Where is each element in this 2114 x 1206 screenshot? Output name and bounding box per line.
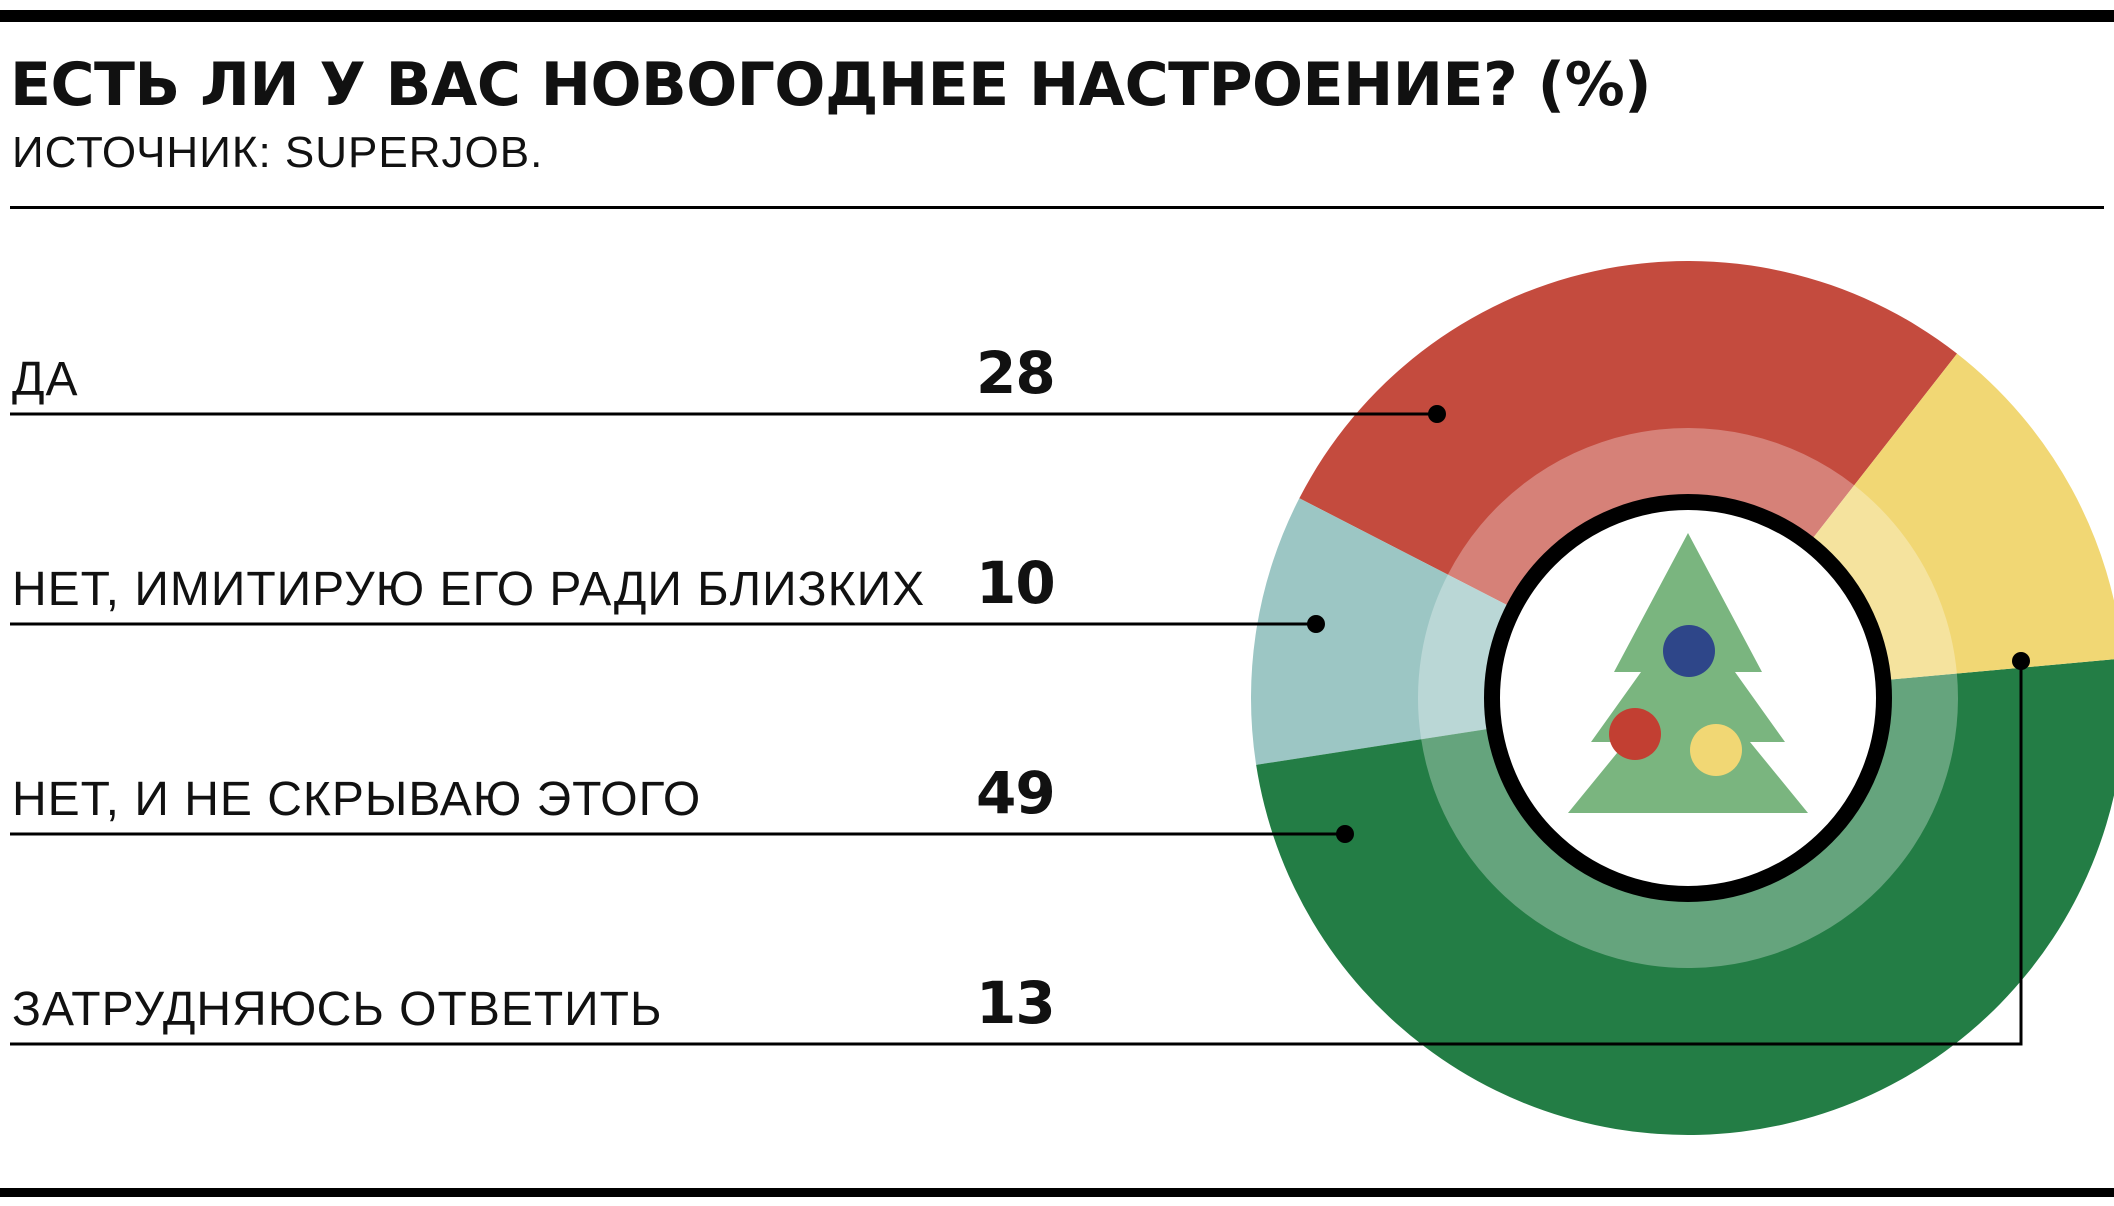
label-imitate: НЕТ, ИМИТИРУЮ ЕГО РАДИ БЛИЗКИХ [12, 563, 926, 616]
top-rule [0, 10, 2114, 22]
christmas-tree-icon [1568, 533, 1808, 813]
ornament-blue [1663, 625, 1715, 677]
leader-lines [10, 405, 2030, 1046]
bottom-rule [0, 1188, 2114, 1197]
header-divider [10, 206, 2104, 209]
value-yes: 28 [976, 339, 1056, 407]
ornament-red [1609, 708, 1661, 760]
value-imitate: 10 [976, 549, 1056, 617]
slice-imitate [1250, 498, 1530, 765]
chart-title: ЕСТЬ ЛИ У ВАС НОВОГОДНЕЕ НАСТРОЕНИЕ? (%) [10, 50, 1652, 120]
leader-dot-yes [1428, 405, 1446, 423]
leader-dot-unsure [2012, 652, 2030, 670]
label-unsure: ЗАТРУДНЯЮСЬ ОТВЕТИТЬ [12, 983, 663, 1036]
slice-unsure [1797, 353, 2114, 682]
leader-dot-no [1336, 825, 1354, 843]
label-no: НЕТ, И НЕ СКРЫВАЮ ЭТОГО [12, 773, 702, 826]
inner-slice-no [1421, 673, 1958, 968]
label-yes: ДА [12, 353, 79, 406]
leader-dot-imitate [1307, 615, 1325, 633]
inner-slice-unsure [1797, 485, 1957, 682]
leader-line-unsure [10, 661, 2023, 1046]
ornament-yellow [1690, 724, 1742, 776]
chart-source: ИСТОЧНИК: SUPERJOB. [12, 128, 544, 177]
value-unsure: 13 [976, 969, 1056, 1037]
value-no: 49 [976, 759, 1056, 827]
